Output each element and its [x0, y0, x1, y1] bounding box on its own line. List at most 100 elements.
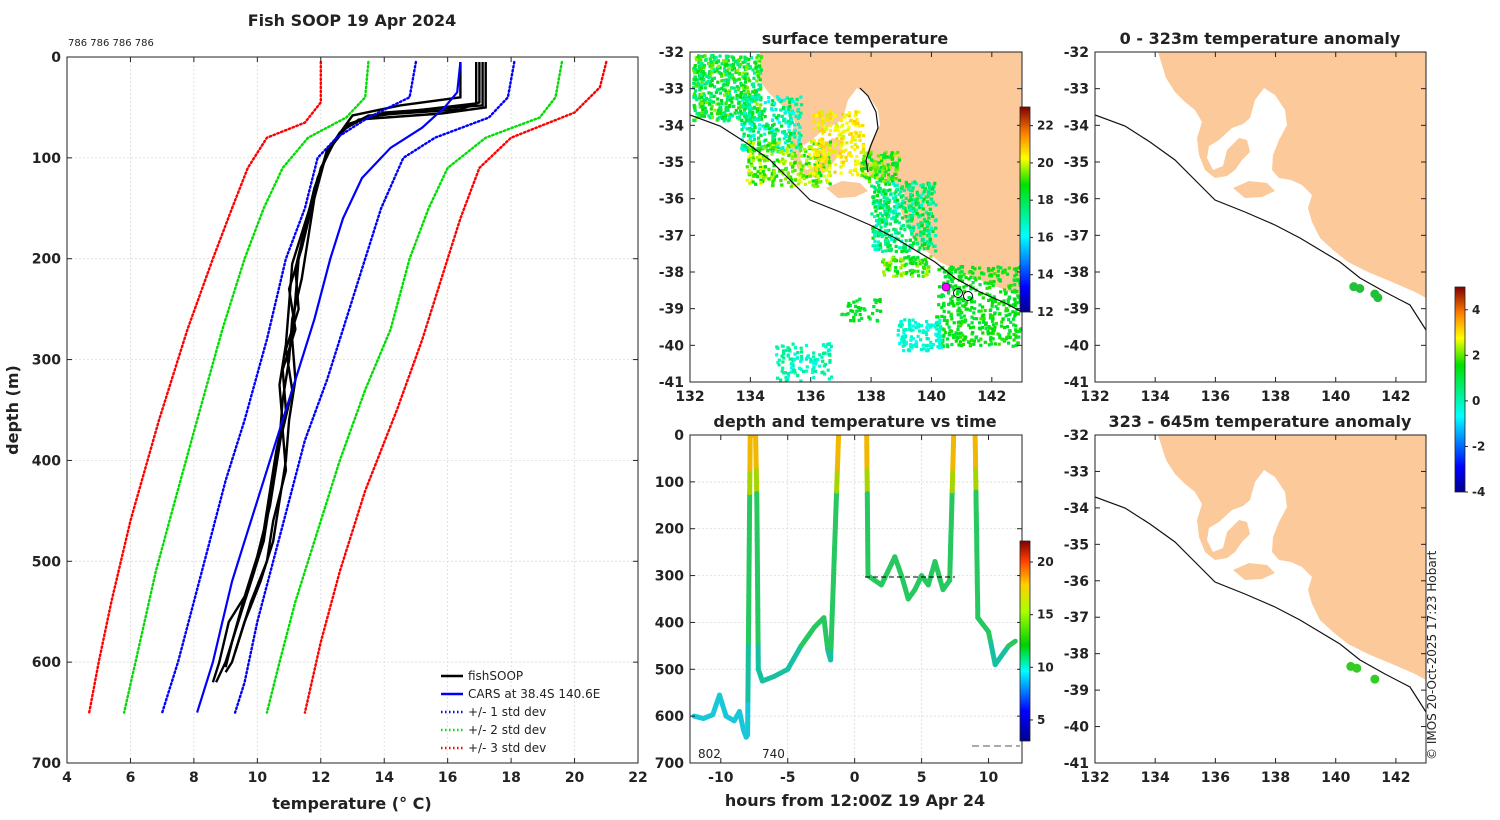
- anomaly-colorbar-ticks: -4 -2 0 2 4: [1465, 303, 1485, 499]
- x-tick-label: 142: [977, 389, 1006, 405]
- x-tick-label: 10: [979, 770, 999, 786]
- x-tick-label: 22: [628, 770, 647, 786]
- y-tick-label: -36: [1064, 574, 1089, 590]
- y-tick-label: 700: [655, 756, 684, 772]
- anomaly-map-shallow: 0 - 323m temperature anomaly 132 134 136 13…: [1064, 29, 1427, 405]
- y-tick-label: -40: [659, 338, 685, 354]
- y-tick-label: -37: [659, 228, 684, 244]
- x-tick-label: 138: [856, 389, 885, 405]
- anomaly-shallow-land: [1158, 52, 1426, 298]
- anomaly-deep-title: 323 - 645m temperature anomaly: [1109, 412, 1412, 431]
- profile-legend: fishSOOP CARS at 38.4S 140.6E +/- 1 std …: [441, 669, 600, 755]
- depth-time-annotation-802: 802: [698, 747, 721, 761]
- colorbar-tick-label: 20: [1037, 555, 1054, 569]
- y-tick-label: 200: [32, 252, 61, 268]
- surface-map-x-ticks: 132 134 136 138 140 142: [675, 52, 1006, 405]
- x-tick-label: 132: [1080, 770, 1109, 786]
- x-tick-label: 138: [1261, 389, 1290, 405]
- anomaly-point: [1355, 284, 1365, 293]
- x-tick-label: 12: [311, 770, 330, 786]
- surface-map-content: [690, 52, 1022, 382]
- y-tick-label: 700: [32, 756, 61, 772]
- y-tick-label: 300: [655, 569, 684, 585]
- y-tick-label: 600: [32, 655, 61, 671]
- y-tick-label: -41: [1064, 375, 1089, 391]
- x-tick-label: 8: [189, 770, 199, 786]
- y-tick-label: -35: [1064, 537, 1089, 553]
- x-tick-label: 136: [1201, 770, 1230, 786]
- surface-map-title: surface temperature: [762, 29, 949, 48]
- x-tick-label: 132: [1080, 389, 1109, 405]
- colorbar-tick-label: 2: [1472, 348, 1480, 362]
- surface-map-shelf-break: [690, 114, 1022, 313]
- y-tick-label: -33: [1064, 82, 1089, 98]
- x-tick-label: 0: [850, 770, 860, 786]
- colorbar-tick-label: -4: [1472, 485, 1485, 499]
- x-tick-label: 10: [248, 770, 268, 786]
- surface-map-colorbar: [1019, 106, 1031, 313]
- x-tick-label: 6: [126, 770, 136, 786]
- x-tick-label: 142: [1381, 389, 1410, 405]
- depth-time-colorbar: [1019, 540, 1031, 742]
- y-tick-label: -35: [1064, 155, 1089, 171]
- y-tick-label: -34: [1064, 118, 1090, 134]
- legend-label-2std: +/- 2 std dev: [468, 723, 546, 737]
- depth-time-x-label: hours from 12:00Z 19 Apr 24: [725, 791, 985, 810]
- std-dev-line: [265, 60, 564, 714]
- y-tick-label: -34: [1064, 501, 1090, 517]
- y-tick-label: -39: [659, 302, 684, 318]
- y-tick-label: -32: [1064, 428, 1089, 444]
- y-tick-label: -37: [1064, 228, 1089, 244]
- depth-time-trace: [691, 435, 1018, 740]
- y-tick-label: -33: [1064, 464, 1089, 480]
- x-tick-label: -10: [708, 770, 734, 786]
- y-tick-label: -39: [1064, 302, 1089, 318]
- colorbar-tick-label: 14: [1037, 268, 1054, 282]
- surface-map-y-ticks: -32 -33 -34 -35 -36 -37 -38 -39 -40 -41: [659, 45, 1022, 391]
- fishsoop-profile-line: [224, 62, 481, 673]
- anomaly-shallow-shelf-break: [1095, 114, 1426, 331]
- x-tick-label: 14: [374, 770, 394, 786]
- x-tick-label: 134: [736, 389, 765, 405]
- depth-time-colorbar-ticks: 5 10 15 20: [1030, 555, 1054, 727]
- anomaly-deep-axes-box: [1094, 434, 1427, 764]
- x-tick-label: 18: [501, 770, 520, 786]
- anomaly-shallow-points: [1349, 282, 1383, 303]
- anomaly-deep-content: [1095, 435, 1426, 763]
- anomaly-deep-shelf-break: [1095, 496, 1426, 713]
- std-dev-line: [233, 60, 516, 714]
- x-tick-label: 4: [62, 770, 72, 786]
- anomaly-deep-land: [1158, 435, 1426, 680]
- y-tick-label: 0: [51, 50, 61, 66]
- profile-top-annotation: 786 786 786 786: [68, 38, 154, 49]
- colorbar-tick-label: 22: [1037, 119, 1054, 133]
- fishsoop-profile-line: [224, 62, 478, 668]
- anomaly-colorbar: [1454, 286, 1466, 493]
- colorbar-tick-label: -2: [1472, 439, 1485, 453]
- fishsoop-profile-line: [215, 62, 462, 683]
- y-tick-label: -38: [1064, 647, 1089, 663]
- profile-chart-title: Fish SOOP 19 Apr 2024: [248, 11, 457, 30]
- surface-map-track-marker: [963, 291, 973, 301]
- colorbar-tick-label: 0: [1472, 394, 1480, 408]
- fishsoop-profile-line: [233, 62, 487, 653]
- depth-time-annotation-740: 740: [762, 747, 785, 761]
- surface-temperature-pixels: [692, 54, 1022, 382]
- y-tick-label: 100: [655, 475, 684, 491]
- anomaly-point: [1352, 663, 1362, 673]
- anomaly-point: [1373, 293, 1383, 303]
- depth-time-chart: depth and temperature vs time -10 -5 0 5 10 …: [655, 412, 1054, 810]
- y-tick-label: -39: [1064, 683, 1089, 699]
- y-tick-label: 600: [655, 709, 684, 725]
- colorbar-tick-label: 12: [1037, 305, 1054, 319]
- x-tick-label: 136: [796, 389, 825, 405]
- x-tick-label: 20: [565, 770, 585, 786]
- depth-time-title: depth and temperature vs time: [713, 412, 996, 431]
- x-tick-label: -5: [780, 770, 796, 786]
- x-tick-label: 136: [1201, 389, 1230, 405]
- y-tick-label: -40: [1064, 338, 1090, 354]
- colorbar-tick-label: 20: [1037, 156, 1054, 170]
- profile-gridlines: [67, 57, 638, 763]
- depth-time-gridlines: [690, 435, 1022, 763]
- colorbar-tick-label: 10: [1037, 660, 1054, 674]
